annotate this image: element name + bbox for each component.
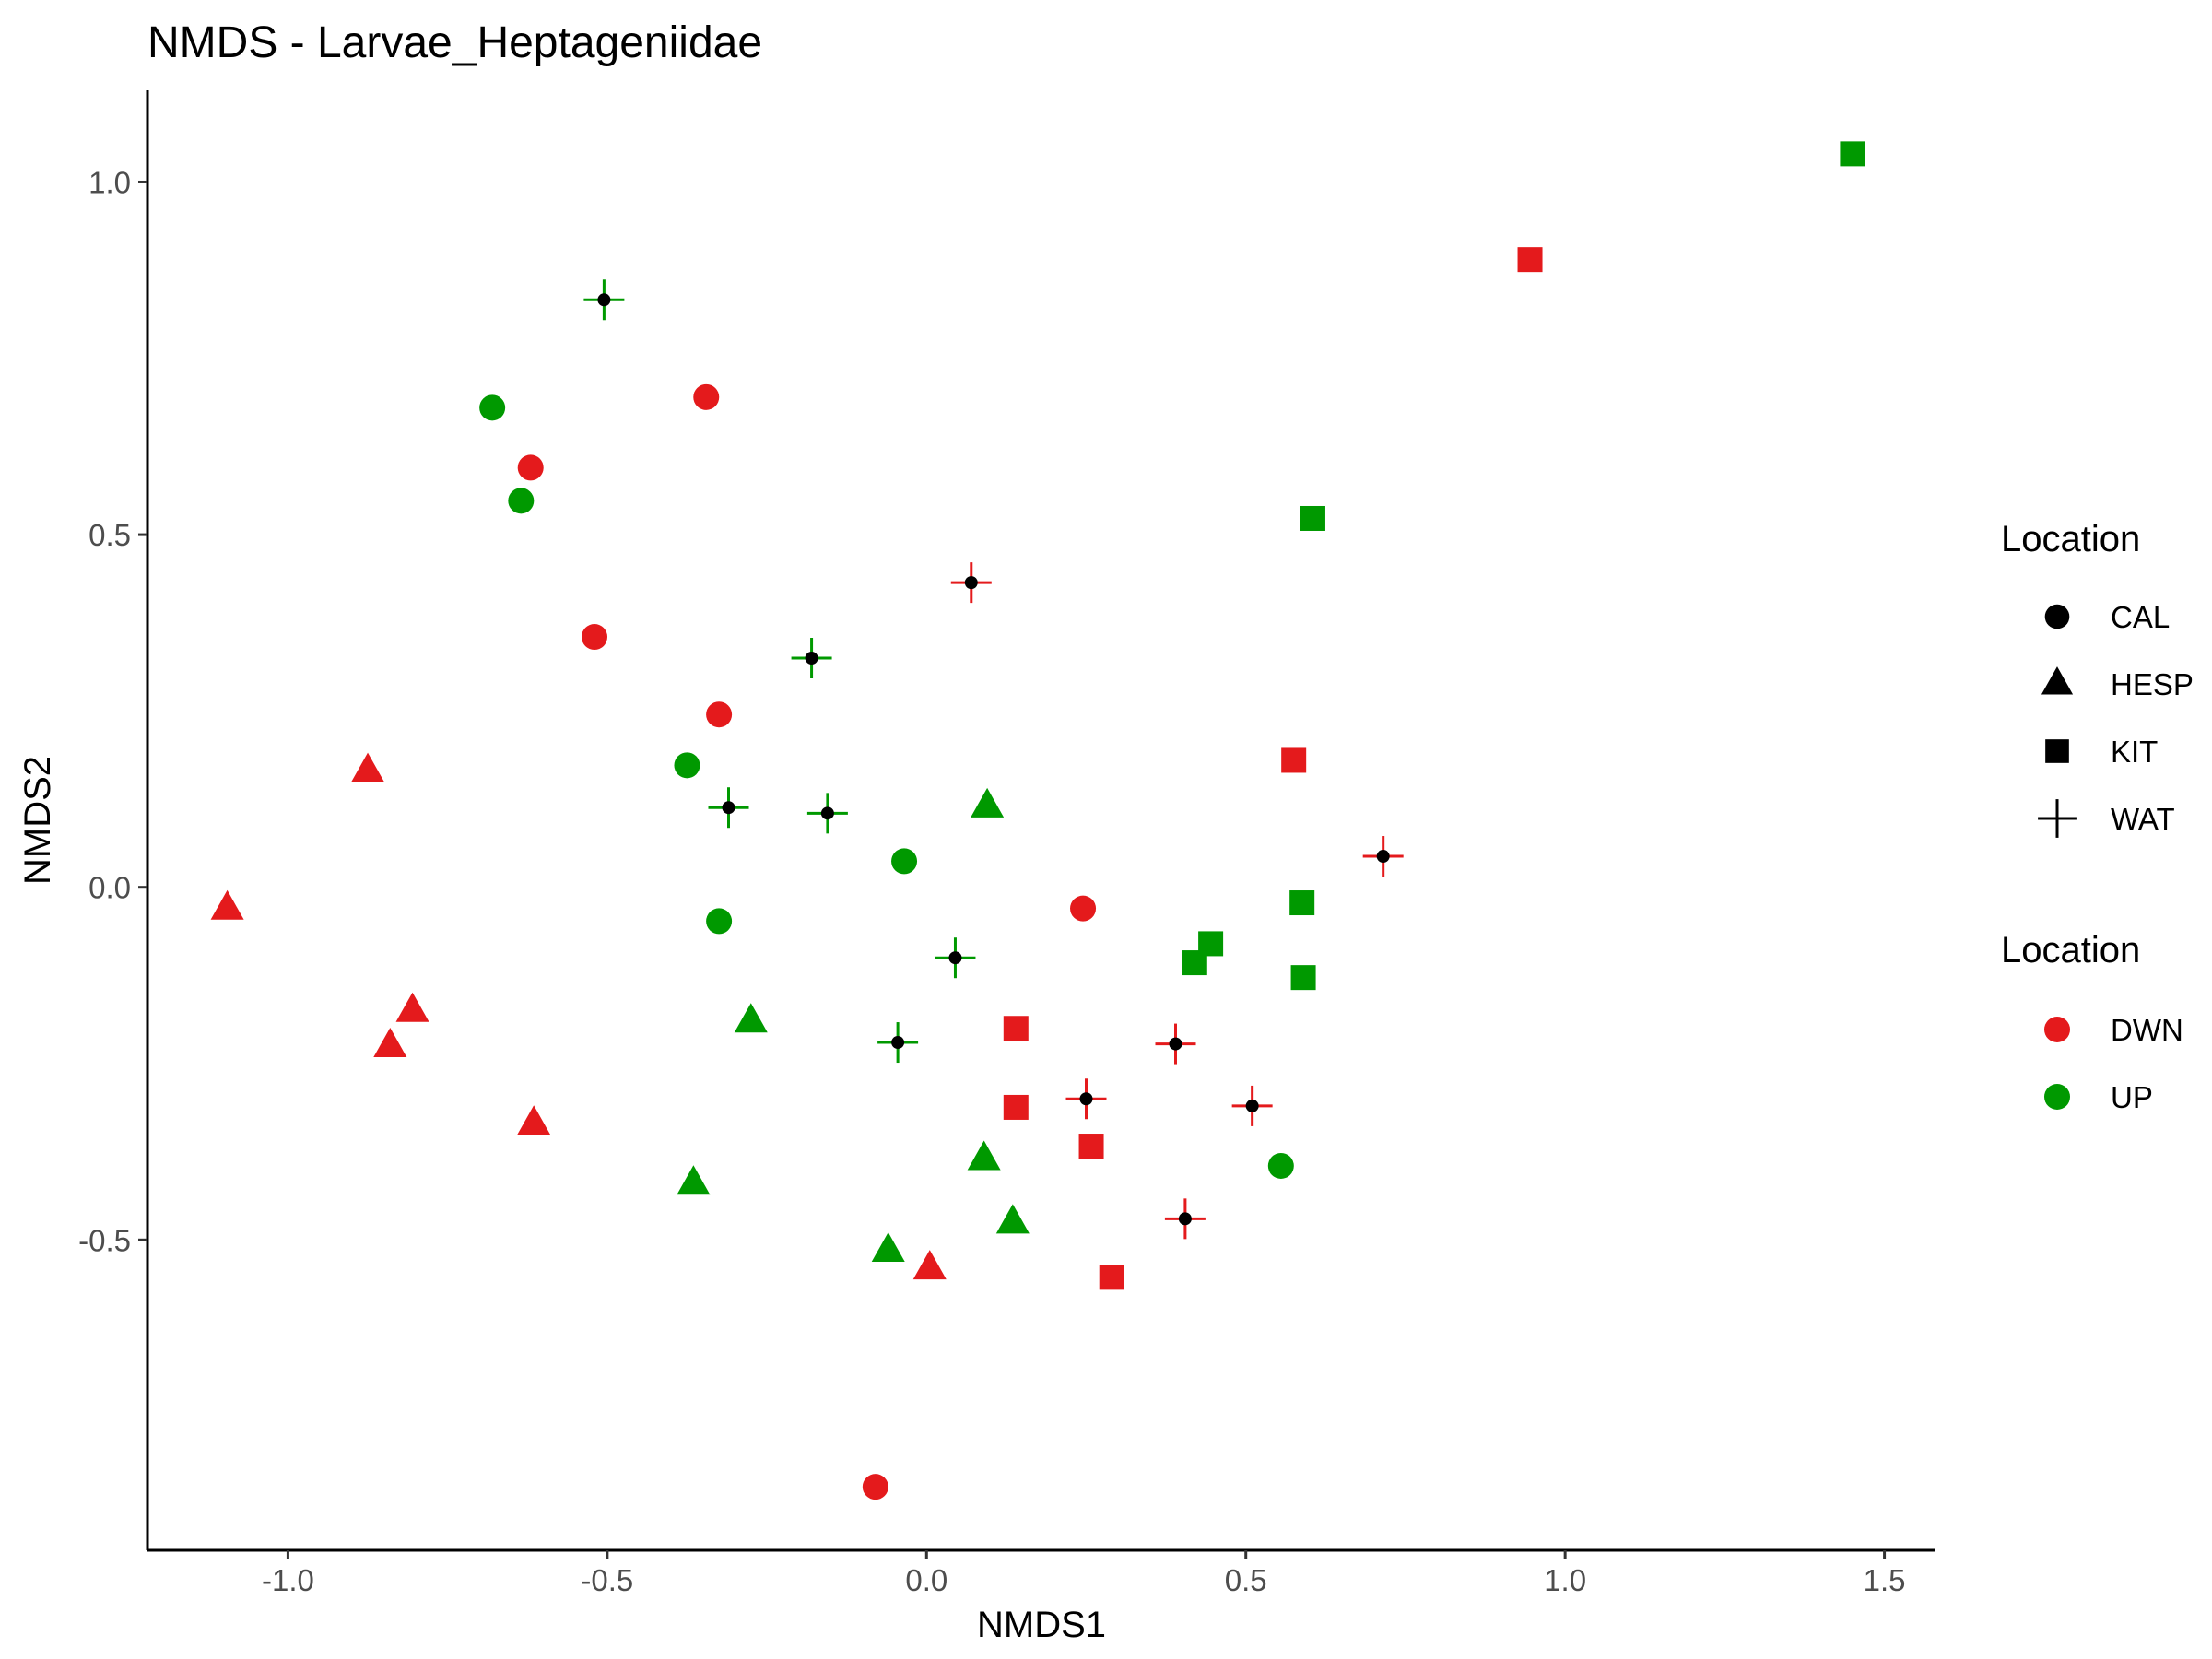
- legend-key-cal: [2044, 604, 2070, 629]
- data-point-wat-dwn: [1065, 1078, 1107, 1120]
- legend-key-dwn: [2044, 1017, 2070, 1042]
- data-point-kit-up: [1290, 965, 1316, 991]
- y-tick-label: 0.0: [88, 871, 131, 905]
- x-ticks: -1.0 -0.5 0.0 0.5 1.0 1.5: [262, 1550, 1906, 1597]
- data-point-kit-dwn: [1003, 1016, 1029, 1041]
- data-point-cal-dwn: [706, 701, 733, 728]
- data-point-wat-dwn: [1164, 1198, 1206, 1240]
- data-point-wat-dwn: [1362, 836, 1404, 877]
- data-point-kit-up: [1300, 505, 1325, 531]
- shape-legend-title: Location: [2001, 519, 2140, 559]
- data-point-hesp-up: [995, 1204, 1030, 1234]
- data-point-hesp-up: [871, 1231, 905, 1262]
- data-point-hesp-dwn: [395, 992, 429, 1022]
- shape-legend: Location CAL HESP KIT WAT: [2001, 519, 2194, 838]
- data-point-wat-up: [791, 638, 832, 678]
- data-point-cal-up: [1267, 1152, 1294, 1179]
- color-legend-title: Location: [2001, 930, 2140, 971]
- data-point-wat-up: [806, 793, 848, 834]
- data-point-wat-up: [583, 279, 625, 321]
- points-layer: [210, 141, 1865, 1500]
- x-tick-label: -0.5: [581, 1563, 633, 1597]
- data-point-hesp-dwn: [351, 752, 385, 782]
- data-point-kit-dwn: [1099, 1265, 1124, 1290]
- x-tick-label: 1.5: [1864, 1563, 1906, 1597]
- x-tick-label: 1.0: [1544, 1563, 1586, 1597]
- data-point-wat-up: [935, 937, 976, 979]
- data-point-cal-up: [674, 752, 700, 779]
- y-tick-label: 1.0: [88, 165, 131, 199]
- legend-key-hesp: [2041, 666, 2074, 695]
- data-point-hesp-dwn: [912, 1250, 947, 1280]
- y-axis-title: NMDS2: [18, 756, 58, 885]
- color-legend: Location DWN UP: [2001, 930, 2183, 1114]
- x-tick-label: 0.0: [905, 1563, 947, 1597]
- data-point-cal-dwn: [517, 454, 544, 481]
- data-point-hesp-dwn: [210, 889, 244, 920]
- legend-label-wat: WAT: [2111, 802, 2175, 836]
- data-point-cal-up: [508, 488, 535, 514]
- data-point-cal-up: [706, 908, 733, 935]
- chart-title: NMDS - Larvae_Heptageniidae: [147, 18, 762, 67]
- data-point-cal-dwn: [582, 624, 607, 651]
- data-point-hesp-up: [677, 1165, 711, 1195]
- data-point-kit-dwn: [1281, 747, 1307, 773]
- legend-label-dwn: DWN: [2111, 1013, 2183, 1047]
- legend-label-cal: CAL: [2111, 600, 2170, 634]
- legend-key-kit: [2045, 739, 2069, 763]
- data-point-wat-dwn: [1231, 1085, 1273, 1126]
- data-point-kit-dwn: [1003, 1094, 1029, 1120]
- data-point-cal-up: [479, 394, 506, 421]
- data-point-hesp-dwn: [373, 1028, 407, 1058]
- data-point-cal-up: [891, 848, 918, 875]
- legend-key-wat: [2038, 799, 2077, 838]
- y-tick-label: -0.5: [78, 1223, 131, 1257]
- data-point-hesp-dwn: [517, 1105, 551, 1135]
- data-point-wat-dwn: [950, 562, 992, 604]
- data-point-cal-dwn: [1070, 895, 1097, 922]
- data-point-hesp-up: [734, 1003, 768, 1033]
- data-point-wat-up: [877, 1022, 919, 1064]
- data-point-wat-up: [708, 787, 749, 829]
- data-point-kit-up: [1840, 141, 1865, 167]
- data-point-cal-dwn: [693, 383, 720, 410]
- data-point-cal-dwn: [862, 1474, 888, 1500]
- data-point-kit-up: [1289, 890, 1315, 916]
- x-tick-label: -1.0: [262, 1563, 314, 1597]
- data-point-hesp-up: [967, 1140, 1001, 1171]
- legend-label-kit: KIT: [2111, 735, 2158, 769]
- legend-label-up: UP: [2111, 1080, 2153, 1114]
- data-point-kit-up: [1182, 950, 1207, 976]
- data-point-kit-dwn: [1078, 1134, 1104, 1159]
- data-point-hesp-up: [971, 787, 1005, 818]
- legend-key-up: [2044, 1084, 2070, 1110]
- data-point-wat-dwn: [1155, 1023, 1196, 1065]
- legend-label-hesp: HESP: [2111, 667, 2194, 701]
- y-ticks: -0.5 0.0 0.5 1.0: [78, 165, 147, 1257]
- y-tick-label: 0.5: [88, 518, 131, 552]
- x-tick-label: 0.5: [1225, 1563, 1267, 1597]
- x-axis-title: NMDS1: [977, 1605, 1106, 1645]
- data-point-kit-dwn: [1517, 247, 1543, 273]
